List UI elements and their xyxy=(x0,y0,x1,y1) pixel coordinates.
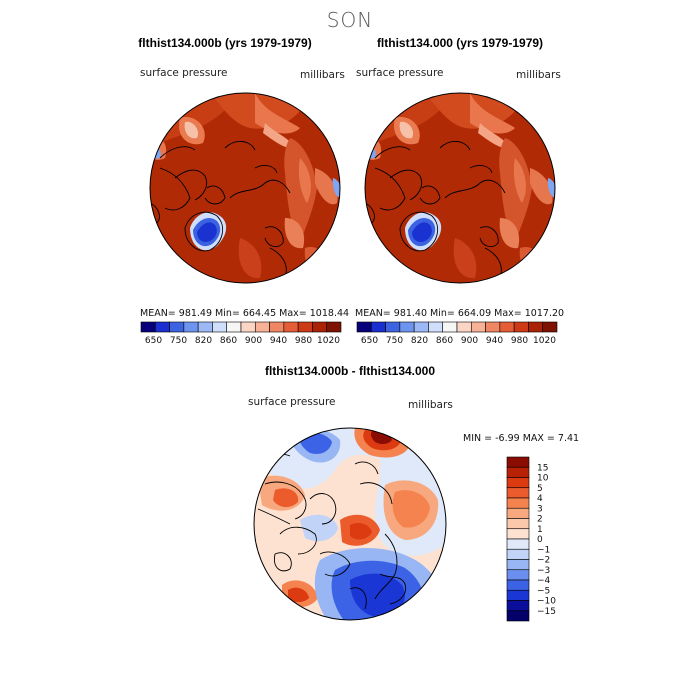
panel-1-colorbar-swatch xyxy=(254,321,270,333)
panel-3-colorbar-tick-label: −5 xyxy=(537,586,550,596)
panel-2-colorbar-swatch xyxy=(456,321,472,333)
panel-3-map xyxy=(253,427,447,621)
panel-3-colorbar-swatch xyxy=(506,456,530,468)
panel-2-colorbar-swatch xyxy=(442,321,458,333)
panel-1-colorbar-tick-label: 900 xyxy=(245,336,262,346)
panel-1-stats: MEAN= 981.49 Min= 664.45 Max= 1018.44 xyxy=(140,308,350,319)
panel-2-map xyxy=(364,92,556,284)
panel-2-colorbar-swatch xyxy=(356,321,372,333)
panel-2-colorbar-tick-label: 940 xyxy=(486,336,503,346)
season-title: SON xyxy=(326,8,374,32)
panel-1-colorbar-swatch xyxy=(269,321,285,333)
panel-1-colorbar-swatch xyxy=(169,321,185,333)
panel-2-colorbar-swatch xyxy=(499,321,515,333)
panel-3-title: flthist134.000b - flthist134.000 xyxy=(264,364,436,378)
panel-1-colorbar-swatch xyxy=(197,321,213,333)
panel-1-colorbar-swatch xyxy=(240,321,256,333)
panel-3-colorbar-swatch xyxy=(506,548,530,560)
panel-3-colorbar-swatch xyxy=(506,518,530,530)
panel-2-colorbar-tick-label: 820 xyxy=(411,336,428,346)
panel-1-colorbar-swatch xyxy=(212,321,228,333)
panel-3-colorbar-swatch xyxy=(506,507,530,519)
panel-1-variable: surface pressure xyxy=(140,67,228,79)
panel-3-colorbar-swatch xyxy=(506,466,530,478)
panel-3-colorbar-tick-label: 10 xyxy=(537,474,549,484)
panel-3-colorbar-tick-label: 1 xyxy=(537,525,543,535)
panel-3-colorbar-tick-label: −1 xyxy=(537,545,550,555)
panel-1-colorbar-tick-label: 750 xyxy=(170,336,187,346)
panel-2-stats: MEAN= 981.40 Min= 664.09 Max= 1017.20 xyxy=(355,308,565,319)
panel-3-variable: surface pressure xyxy=(248,396,336,408)
panel-3-colorbar-tick-label: 3 xyxy=(537,504,543,514)
panel-1-colorbar: 650 750 820 860 900 940 980 1020 xyxy=(140,321,342,346)
panel-1-map xyxy=(149,92,341,284)
panel-1-colorbar-tick-label: 860 xyxy=(220,336,237,346)
panel-2-colorbar-swatch xyxy=(370,321,386,333)
panel-2-title: flthist134.000 (yrs 1979-1979) xyxy=(376,36,544,50)
panel-3-colorbar-tick-label: 0 xyxy=(537,535,543,545)
panel-2-colorbar-swatch xyxy=(485,321,501,333)
panel-2-colorbar-swatch xyxy=(428,321,444,333)
panel-3-colorbar-tick-label: −3 xyxy=(537,566,550,576)
panel-3-colorbar-swatch xyxy=(506,569,530,581)
panel-3-colorbar-swatch xyxy=(506,559,530,571)
panel-2-colorbar-swatch xyxy=(470,321,486,333)
panel-1-colorbar-tick-label: 940 xyxy=(270,336,287,346)
panel-2-colorbar-swatch xyxy=(413,321,429,333)
panel-1-colorbar-tick-label: 980 xyxy=(295,336,312,346)
panel-2-colorbar-swatch xyxy=(399,321,415,333)
panel-2-colorbar-tick-label: 650 xyxy=(361,336,378,346)
panel-3-colorbar-tick-label: −15 xyxy=(537,607,556,617)
panel-3-colorbar-tick-label: −10 xyxy=(537,597,556,607)
panel-3-colorbar-tick-label: 2 xyxy=(537,515,543,525)
panel-2-colorbar-tick-label: 1020 xyxy=(533,336,556,346)
panel-1-colorbar-swatch xyxy=(226,321,242,333)
panel-2-colorbar-tick-label: 980 xyxy=(511,336,528,346)
panel-2-colorbar-swatch xyxy=(542,321,558,333)
panel-3-colorbar-tick-label: 15 xyxy=(537,463,548,473)
panel-2-colorbar-tick-label: 750 xyxy=(386,336,403,346)
panel-3-colorbar-swatch xyxy=(506,589,530,601)
panel-1-colorbar-swatch xyxy=(312,321,328,333)
panel-2-colorbar-tick-label: 860 xyxy=(436,336,453,346)
panel-1-units: millibars xyxy=(300,69,345,81)
panel-1-colorbar-tick-label: 820 xyxy=(195,336,212,346)
panel-3-colorbar-tick-label: −4 xyxy=(537,576,551,586)
panel-2-units: millibars xyxy=(516,69,561,81)
panel-3-colorbar-swatch xyxy=(506,528,530,540)
panel-3-colorbar-swatch xyxy=(506,487,530,499)
panel-3-stats: MIN = -6.99 MAX = 7.41 xyxy=(463,433,580,444)
panel-3-units: millibars xyxy=(408,399,453,411)
panel-2-colorbar-swatch xyxy=(513,321,529,333)
panel-3-colorbar-tick-label: 5 xyxy=(537,484,543,494)
panel-1-colorbar-swatch xyxy=(283,321,299,333)
panel-3-colorbar-tick-label: 4 xyxy=(537,494,543,504)
panel-1-colorbar-swatch xyxy=(154,321,170,333)
panel-3-colorbar-swatch xyxy=(506,477,530,489)
panel-1-colorbar-tick-label: 650 xyxy=(145,336,162,346)
panel-1-colorbar-tick-label: 1020 xyxy=(317,336,340,346)
panel-1-title: flthist134.000b (yrs 1979-1979) xyxy=(138,36,312,50)
panel-3-colorbar-swatch xyxy=(506,600,530,612)
panel-1-colorbar-swatch xyxy=(140,321,156,333)
panel-1-colorbar-swatch xyxy=(183,321,199,333)
panel-3-colorbar-tick-label: −2 xyxy=(537,556,550,566)
panel-3-colorbar-swatch xyxy=(506,497,530,509)
panel-2-colorbar: 650 750 820 860 900 940 980 1020 xyxy=(356,321,558,346)
panel-1-colorbar-swatch xyxy=(326,321,342,333)
panel-2-colorbar-tick-label: 900 xyxy=(461,336,478,346)
panel-3-colorbar-swatch xyxy=(506,538,530,550)
panel-3-colorbar-swatch xyxy=(506,579,530,591)
panel-3-colorbar-swatch xyxy=(506,610,530,622)
panel-1-colorbar-swatch xyxy=(297,321,313,333)
panel-2-colorbar-swatch xyxy=(528,321,544,333)
panel-2-colorbar-swatch xyxy=(385,321,401,333)
panel-2-variable: surface pressure xyxy=(356,67,444,79)
